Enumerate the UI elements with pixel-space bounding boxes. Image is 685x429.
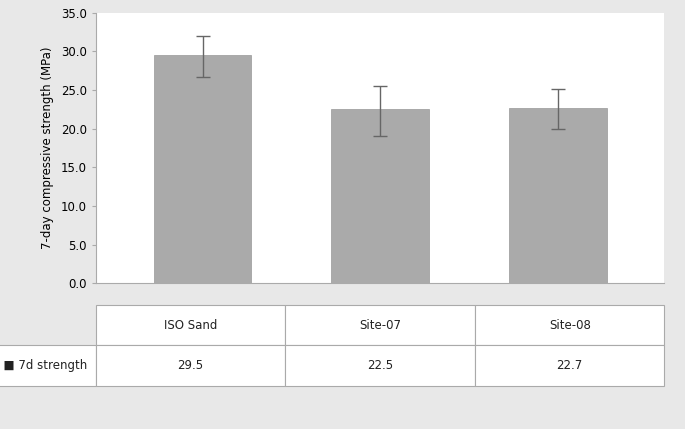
Y-axis label: 7-day compressive strength (MPa): 7-day compressive strength (MPa) <box>41 47 54 249</box>
Bar <box>509 108 607 283</box>
Bar <box>153 55 251 283</box>
Bar <box>332 109 429 283</box>
